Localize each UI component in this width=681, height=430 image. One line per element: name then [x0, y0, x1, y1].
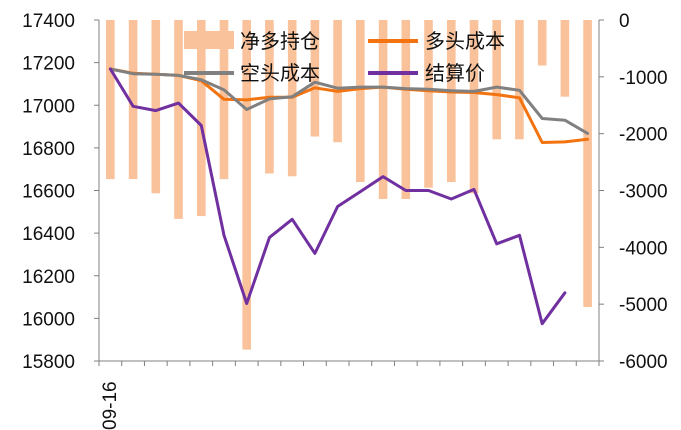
x-first-label: 09-16 — [100, 381, 121, 430]
left-axis-ticks: 17400 17200 17000 16800 16600 16400 16200 16000… — [22, 11, 99, 373]
bar-net-long — [310, 20, 320, 137]
bar-net-long — [378, 20, 388, 199]
bar-net-long — [242, 20, 251, 350]
line-series-1 — [108, 67, 590, 135]
legend-item-long-cost: 多头成本 — [368, 29, 505, 53]
bar-net-long — [583, 20, 592, 307]
left-tick-label: 16000 — [22, 309, 75, 330]
right-tick-label: -1000 — [619, 68, 668, 89]
bar-net-long — [128, 20, 138, 180]
right-tick-label: -5000 — [619, 295, 668, 316]
legend-label-short-cost: 空头成本 — [240, 61, 320, 85]
bar-net-long — [537, 20, 547, 66]
legend-swatch-net-long — [184, 31, 234, 49]
right-tick-label: -6000 — [619, 352, 668, 373]
legend-item-settlement: 结算价 — [368, 61, 485, 85]
legend-label-long-cost: 多头成本 — [425, 29, 505, 53]
left-tick-label: 17000 — [22, 96, 75, 117]
legend-item-net-long: 净多持仓 — [184, 29, 320, 53]
bars-layer — [106, 20, 592, 350]
legend: 净多持仓 多头成本 空头成本 结算价 — [184, 29, 505, 85]
left-tick-label: 16200 — [22, 267, 75, 288]
right-tick-label: 0 — [619, 11, 630, 32]
bar-net-long — [333, 20, 342, 143]
right-tick-label: -3000 — [619, 182, 668, 203]
right-axis-ticks: 0 -1000 -2000 -3000 -4000 -5000 -6000 — [599, 11, 668, 373]
bar-net-long — [492, 20, 501, 140]
right-tick-label: -2000 — [619, 125, 668, 146]
bar-net-long — [424, 20, 433, 188]
bar-net-long — [356, 20, 365, 182]
left-tick-label: 16400 — [22, 224, 75, 245]
lines-layer — [108, 67, 590, 326]
legend-label-settlement: 结算价 — [425, 61, 485, 85]
left-tick-label: 17200 — [22, 54, 75, 75]
legend-item-short-cost: 空头成本 — [184, 61, 320, 85]
bar-net-long — [401, 20, 411, 199]
bar-net-long — [469, 20, 479, 194]
bar-net-long — [106, 20, 115, 180]
bar-net-long — [174, 20, 183, 219]
bar-net-long — [197, 20, 206, 217]
bar-net-long — [447, 20, 456, 182]
bar-net-long — [151, 20, 161, 194]
left-tick-label: 17400 — [22, 11, 75, 32]
left-tick-label: 16600 — [22, 182, 75, 203]
bar-net-long — [560, 20, 570, 97]
left-tick-label: 15800 — [22, 352, 75, 373]
x-axis-ticks — [98, 361, 600, 366]
right-tick-label: -4000 — [619, 238, 668, 259]
bar-net-long — [515, 20, 524, 140]
legend-label-net-long: 净多持仓 — [240, 29, 320, 53]
left-tick-label: 16800 — [22, 139, 75, 160]
line-series-2 — [108, 67, 567, 326]
axes — [98, 20, 600, 362]
